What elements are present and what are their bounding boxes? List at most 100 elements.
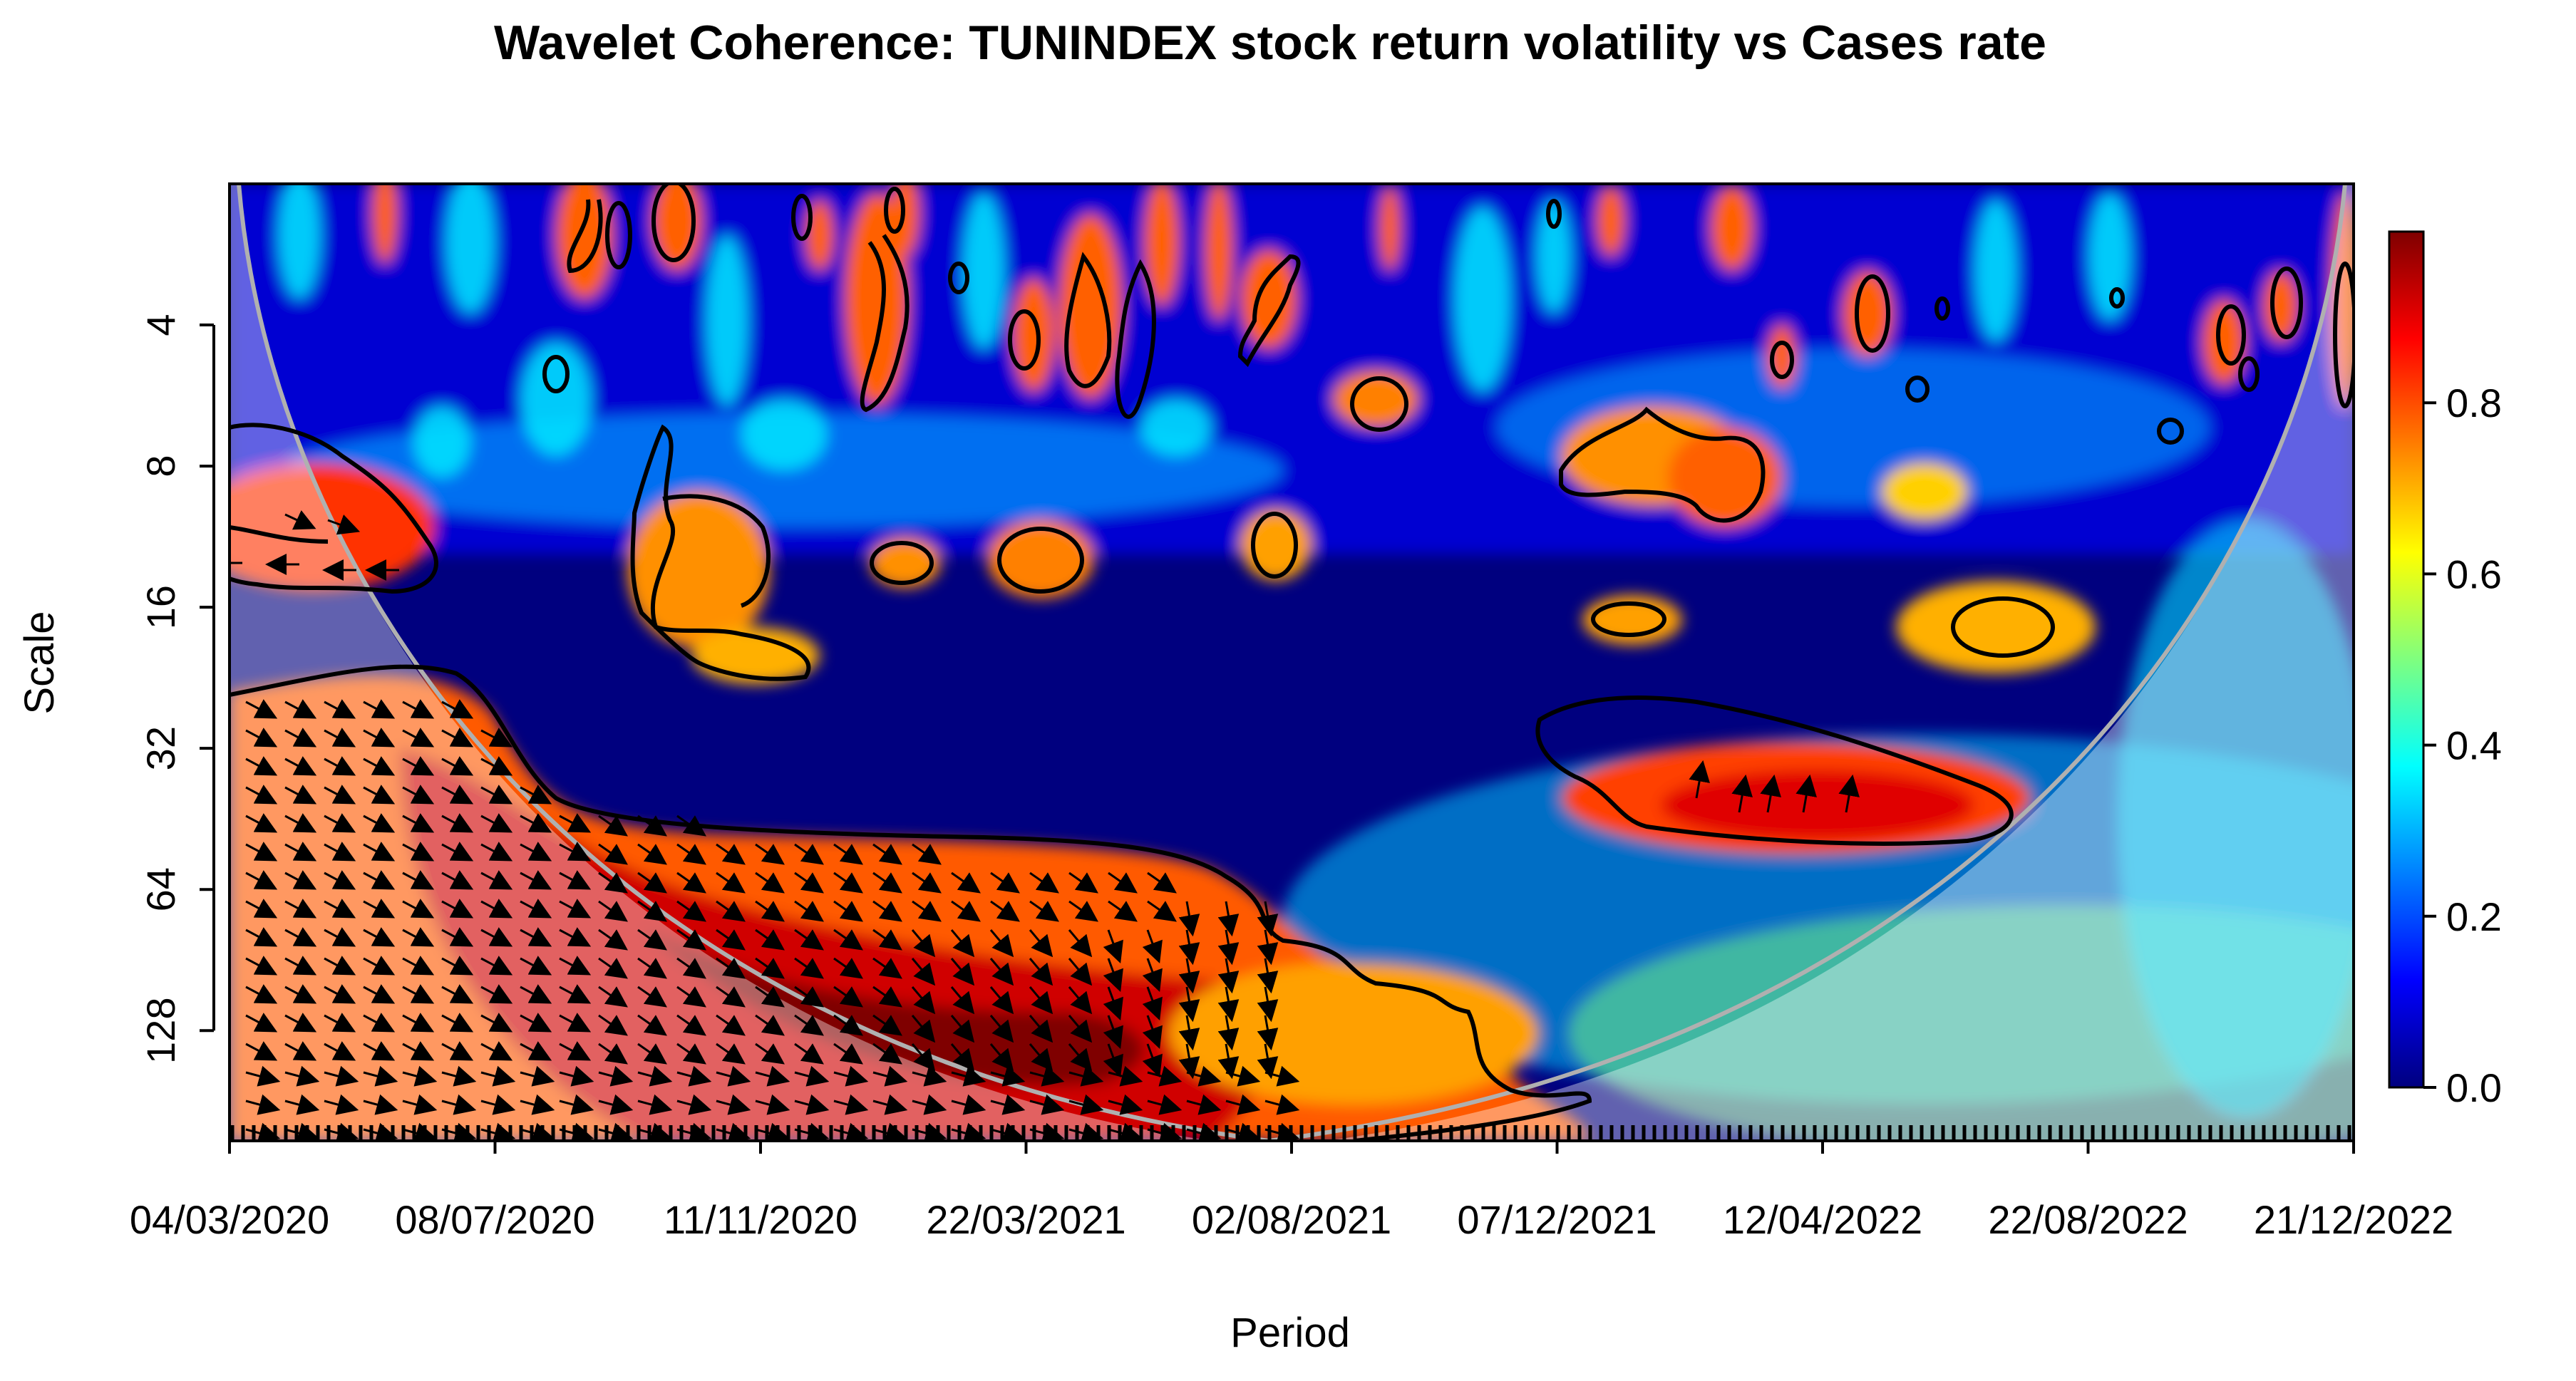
y-tick-label: 64 <box>138 867 183 911</box>
phase-arrow <box>1264 1094 1300 1115</box>
phase-arrow <box>402 756 435 776</box>
phase-arrow <box>1103 929 1123 963</box>
phase-arrow <box>676 1065 712 1087</box>
phase-arrow <box>441 1013 474 1033</box>
phase-arrow <box>1257 1043 1279 1080</box>
phase-arrow <box>676 871 706 894</box>
phase-arrow <box>441 1094 477 1115</box>
phase-arrow <box>363 1065 398 1087</box>
phase-arrow <box>598 1122 634 1141</box>
phase-arrow <box>363 813 396 833</box>
phase-arrow <box>794 986 824 1008</box>
phase-arrow <box>637 1122 673 1141</box>
phase-arrow <box>441 1041 474 1061</box>
x-tick-label: 02/08/2021 <box>1192 1197 1391 1242</box>
y-tick-label: 16 <box>138 585 183 629</box>
y-axis: 4 8 16 32 64 128 <box>138 314 215 1064</box>
phase-arrow <box>1029 929 1053 958</box>
phase-arrow <box>833 929 863 951</box>
chart-title: Wavelet Coherence: TUNINDEX stock return… <box>494 16 2046 70</box>
phase-arrow <box>833 900 863 922</box>
phase-arrow <box>990 1122 1026 1141</box>
phase-arrow <box>1068 929 1093 958</box>
phase-arrow <box>676 1094 712 1115</box>
phase-arrow <box>363 870 396 890</box>
phase-arrow <box>284 956 317 976</box>
phase-arrow <box>441 699 474 719</box>
phase-arrow <box>950 986 975 1015</box>
phase-arrow <box>559 1041 592 1061</box>
phase-arrow <box>950 929 975 958</box>
phase-arrow <box>363 785 396 805</box>
phase-arrow <box>402 785 435 805</box>
phase-arrow <box>794 900 824 922</box>
phase-arrow <box>1108 1094 1143 1115</box>
phase-arrow <box>520 870 552 890</box>
phase-arrow <box>872 986 902 1008</box>
phase-arrow <box>1068 1043 1093 1072</box>
phase-arrow <box>833 1094 869 1115</box>
phase-arrow <box>324 927 356 947</box>
phase-arrow <box>755 871 785 894</box>
phase-arrow <box>1108 1065 1143 1087</box>
phase-arrow <box>794 843 824 865</box>
phase-arrow <box>676 1043 706 1065</box>
phase-arrow <box>363 984 396 1004</box>
phase-arrow <box>363 956 396 976</box>
phase-arrow <box>872 871 902 894</box>
phase-arrow <box>520 1013 552 1033</box>
phase-arrow <box>951 900 981 922</box>
phase-arrow <box>245 785 278 805</box>
phase-arrow <box>1217 958 1240 994</box>
phase-arrow <box>637 900 667 922</box>
x-tick-label: 22/08/2022 <box>1988 1197 2188 1242</box>
phase-arrow <box>951 1122 986 1141</box>
phase-arrow <box>441 984 474 1004</box>
phase-arrow <box>245 1041 278 1061</box>
phase-arrow <box>872 900 902 922</box>
phase-arrow <box>441 813 474 833</box>
phase-arrow <box>989 929 1014 958</box>
phase-arrow <box>1186 1094 1222 1115</box>
phase-arrow <box>1142 986 1163 1020</box>
phase-arrows <box>230 510 1860 1141</box>
phase-arrow <box>363 1094 398 1115</box>
phase-arrow <box>284 984 317 1004</box>
phase-arrow <box>598 814 628 837</box>
plot-area <box>230 184 2354 1141</box>
phase-arrow <box>794 957 824 979</box>
phase-arrow <box>324 699 356 719</box>
coherence-heatmap <box>230 184 2354 1141</box>
phase-arrow <box>324 1041 356 1061</box>
phase-arrow <box>912 900 942 922</box>
phase-arrow <box>520 1065 555 1087</box>
phase-arrow <box>402 842 435 862</box>
phase-arrow <box>598 929 628 951</box>
phase-arrow <box>716 1122 751 1141</box>
phase-arrow <box>1142 929 1163 963</box>
phase-arrow <box>637 1094 673 1115</box>
phase-arrow <box>559 956 592 976</box>
phase-arrow <box>324 1065 359 1087</box>
colorbar-tick-label: 0.8 <box>2446 381 2502 425</box>
phase-arrow <box>911 958 936 986</box>
cone-of-influence-shade-right <box>1326 184 2354 1141</box>
x-axis: 04/03/2020 08/07/2020 11/11/2020 22/03/2021… <box>130 1141 2453 1242</box>
x-tick-label: 04/03/2020 <box>130 1197 329 1242</box>
phase-arrow <box>363 1013 396 1033</box>
phase-arrow <box>402 984 435 1004</box>
phase-arrow <box>1029 986 1053 1015</box>
phase-arrow <box>402 927 435 947</box>
phase-arrow <box>363 1041 396 1061</box>
phase-arrow <box>284 1065 320 1087</box>
phase-arrow <box>363 756 396 776</box>
phase-arrow <box>245 813 278 833</box>
phase-arrow <box>912 843 942 865</box>
phase-arrow <box>520 1041 552 1061</box>
phase-arrow <box>480 1041 513 1061</box>
phase-arrow <box>520 984 552 1004</box>
phase-arrow <box>1217 901 1240 937</box>
phase-arrow <box>324 1094 359 1115</box>
phase-arrow <box>1068 1122 1104 1141</box>
phase-arrow <box>912 1094 947 1115</box>
